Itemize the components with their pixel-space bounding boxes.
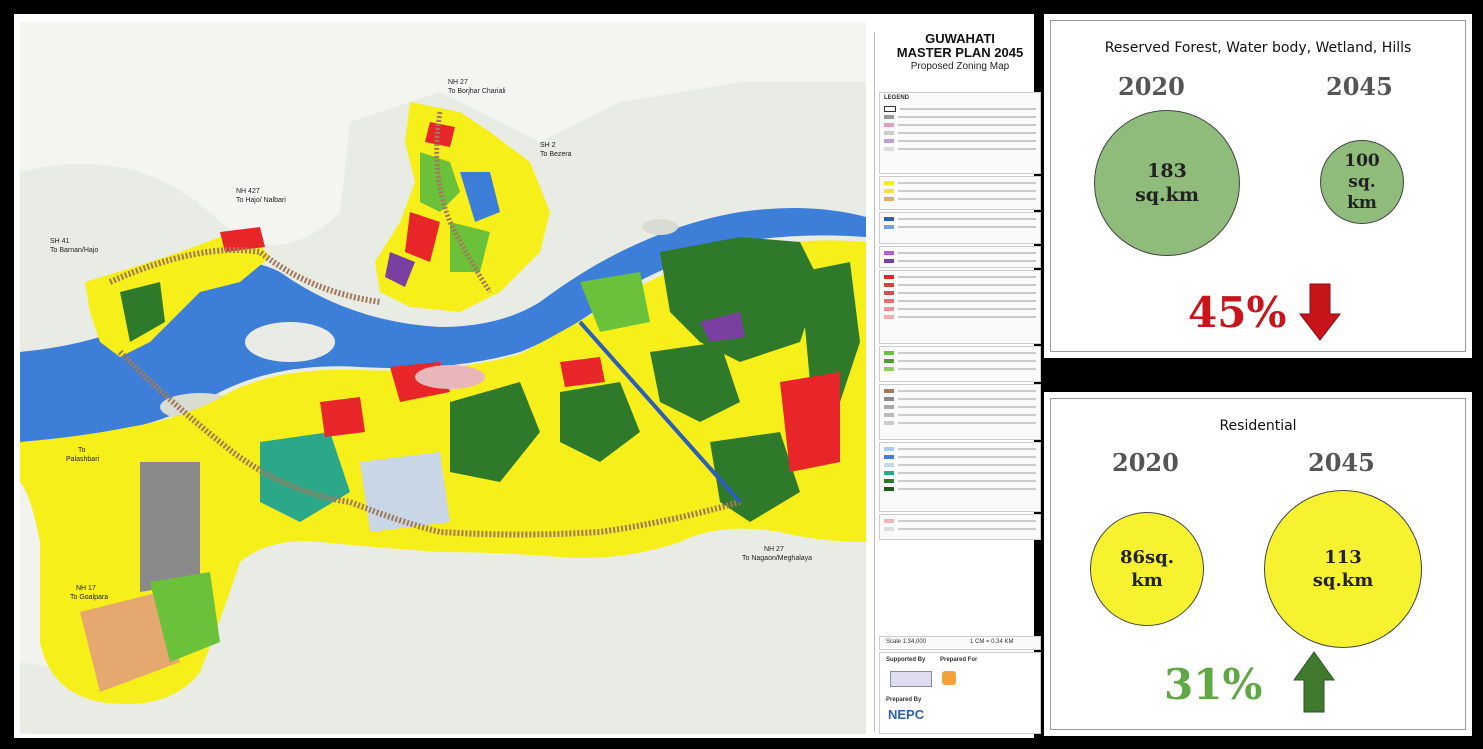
label-nh17: NH 17 (76, 585, 96, 592)
zoning-map[interactable]: NH 27 To Borjhar Chariali SH 2 To Bezera… (20, 22, 866, 734)
scale-ratio: Scale 1:34,000 (886, 639, 927, 645)
legend-protected (879, 442, 1041, 512)
prepared-for: Prepared For (940, 657, 978, 663)
residential-2045-value: 113 (1324, 547, 1362, 568)
arrow-up-icon (1293, 651, 1335, 713)
residential-change-percent: 31% (1164, 660, 1263, 709)
map-legend: GUWAHATI MASTER PLAN 2045 Proposed Zonin… (874, 31, 1045, 734)
prepared-by: Prepared By (886, 697, 922, 703)
amrut-logo (890, 671, 932, 687)
north-guwahati-zone (375, 102, 550, 312)
scale-box: Scale 1:34,000 1 CM = 0.34 KM (879, 636, 1041, 650)
scale-unit: 1 CM = 0.34 KM (970, 639, 1014, 645)
label-palashbari: Palashbari (66, 456, 100, 463)
west-forest (120, 282, 165, 342)
forest-card-title: Reserved Forest, Water body, Wetland, Hi… (1104, 40, 1412, 56)
label-nh27-north: NH 27 (448, 79, 468, 86)
label-to-hajo: To Hajo/ Nalbari (236, 197, 286, 204)
label-sh2: SH 2 (540, 142, 556, 149)
legend-others (879, 514, 1041, 540)
label-to: To (78, 447, 86, 454)
supported-by: Supported By (886, 657, 926, 663)
legend-recreational (879, 346, 1041, 382)
legend-industrial (879, 246, 1041, 268)
legend-transport (879, 384, 1041, 440)
label-sh41: SH 41 (50, 238, 70, 245)
residential-year-2045: 2045 (1308, 448, 1375, 477)
label-to-barnan: To Barnan/Hajo (50, 247, 98, 254)
residential-2020-unit: km (1131, 570, 1163, 591)
legend-commercial (879, 212, 1041, 244)
map-title-line1: GUWAHATI (925, 31, 995, 46)
label-to-goalpara: To Goalpara (70, 594, 108, 601)
map-subtitle: Proposed Zoning Map (910, 61, 1010, 72)
ring-road-south (117, 349, 741, 538)
forest-year-2045: 2045 (1326, 72, 1393, 101)
ring-road-north (108, 247, 381, 305)
northern-plains (20, 22, 866, 245)
forest-central (450, 382, 540, 482)
label-nh27-east: NH 27 (764, 546, 784, 553)
label-to-bezera: To Bezera (540, 151, 572, 158)
residential-2020-value: 86sq. (1119, 547, 1175, 568)
label-to-nagaon: To Nagaon/Meghalaya (742, 555, 812, 562)
residential-year-2020: 2020 (1112, 448, 1179, 477)
forest-2045-unit-1: sq. (1348, 171, 1376, 192)
river-island (245, 322, 335, 362)
residential-card-title: Residential (1219, 418, 1297, 434)
residential-2020-circle: 86sq. km (1090, 512, 1204, 626)
nepc-logo: NEPC (888, 707, 925, 722)
gmda-logo (942, 671, 956, 685)
forest-year-2020: 2020 (1118, 72, 1185, 101)
residential-2045-circle: 113 sq.km (1264, 490, 1422, 648)
credits-box: Supported By Prepared For Prepared By NE… (879, 652, 1041, 734)
forest-2045-value: 100 (1344, 150, 1380, 171)
legend-header: LEGEND (884, 95, 910, 101)
commercial-east (780, 372, 840, 472)
forest-2045-circle: 100 sq. km (1320, 140, 1404, 224)
legend-boundaries: LEGEND (879, 92, 1041, 174)
forest-change-percent: 45% (1188, 288, 1287, 337)
forest-stat-card: Reserved Forest, Water body, Wetland, Hi… (1044, 14, 1472, 358)
forest-2020-unit: sq.km (1135, 184, 1199, 206)
forest-2020-value: 183 (1147, 160, 1187, 182)
airport-zone (140, 462, 200, 592)
legend-public (879, 270, 1041, 344)
map-panel: NH 27 To Borjhar Chariali SH 2 To Bezera… (14, 14, 1041, 738)
forest-2020-circle: 183 sq.km (1094, 110, 1240, 256)
forest-east (660, 237, 820, 362)
arrow-down-icon (1298, 283, 1342, 341)
legend-residential (879, 176, 1041, 210)
residential-2045-unit: sq.km (1312, 570, 1374, 591)
map-title-line2: MASTER PLAN 2045 (896, 45, 1024, 60)
label-nh427: NH 427 (236, 188, 260, 195)
bharalu-channel (578, 320, 742, 504)
residential-stat-card: Residential 2020 2045 86sq. km 113 sq.km 3… (1044, 392, 1472, 736)
forest-2045-unit-2: km (1347, 192, 1377, 213)
label-to-borjhar: To Borjhar Chariali (448, 88, 506, 95)
